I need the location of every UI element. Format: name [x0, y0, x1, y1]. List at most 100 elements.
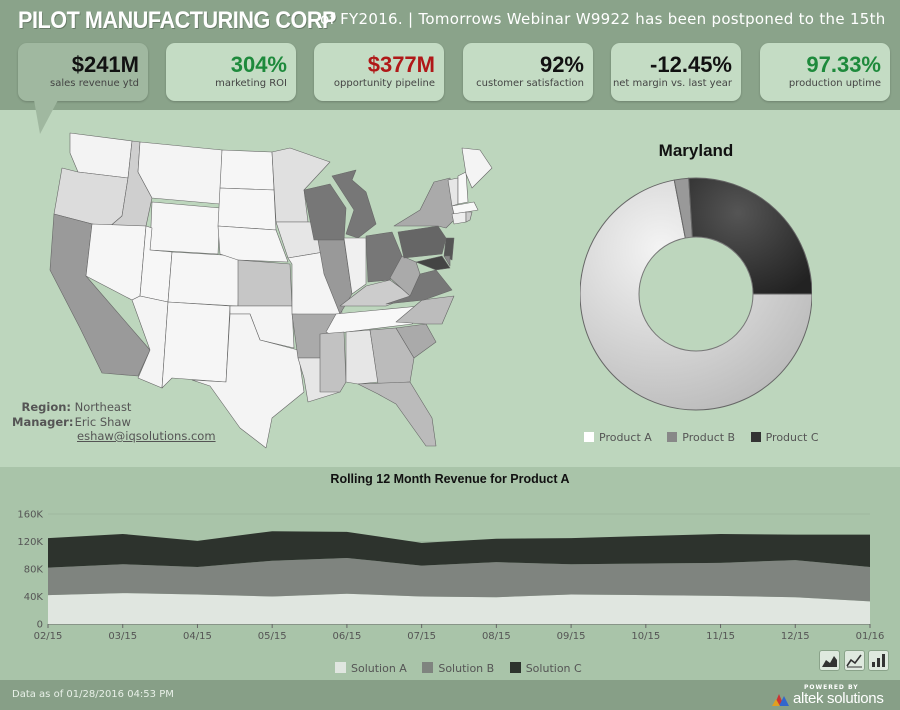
- y-tick-label: 160K: [17, 510, 43, 521]
- state-ny[interactable]: [393, 177, 457, 229]
- line-chart-icon: [846, 654, 862, 668]
- state-co[interactable]: [167, 251, 241, 307]
- kpi-production-uptime[interactable]: 97.33% production uptime: [760, 43, 890, 101]
- x-tick-label: 03/15: [108, 631, 137, 642]
- kpi-marketing-roi[interactable]: 304% marketing ROI: [166, 43, 296, 101]
- state-nh[interactable]: [457, 171, 469, 205]
- legend-label: Solution A: [351, 662, 407, 675]
- state-de[interactable]: [443, 255, 451, 267]
- x-tick-label: 11/15: [706, 631, 735, 642]
- altek-logo-mark: [772, 694, 789, 706]
- state-sc[interactable]: [395, 323, 437, 359]
- altek-logo-text: altek solutions: [793, 690, 884, 707]
- legend-label: Product A: [599, 431, 652, 444]
- legend-label: Solution B: [438, 662, 495, 675]
- legend-swatch: [584, 432, 594, 442]
- legend-label: Product C: [765, 431, 819, 444]
- donut-hole: [638, 236, 754, 352]
- kpi-value: $241M: [71, 52, 139, 77]
- pie-legend: Product A Product B Product C: [584, 431, 831, 444]
- product-donut-chart[interactable]: [580, 173, 812, 415]
- legend-item-solution-a[interactable]: Solution A: [335, 662, 407, 675]
- state-wi[interactable]: [303, 183, 347, 241]
- header-bar: [0, 0, 900, 110]
- kpi-selection-pointer: [34, 100, 58, 134]
- x-tick-label: 05/15: [258, 631, 287, 642]
- state-ri[interactable]: [465, 211, 473, 223]
- kpi-value: 304%: [230, 52, 287, 77]
- revenue-chart-title: Rolling 12 Month Revenue for Product A: [330, 472, 570, 486]
- state-wy[interactable]: [149, 201, 221, 255]
- state-fl[interactable]: [357, 381, 437, 447]
- state-wv[interactable]: [389, 255, 421, 297]
- x-tick-label: 01/16: [856, 631, 885, 642]
- state-md[interactable]: [415, 255, 451, 271]
- kpi-value: 92%: [539, 52, 584, 77]
- kpi-net-margin[interactable]: -12.45% net margin vs. last year: [611, 43, 741, 101]
- y-tick-label: 120K: [17, 537, 43, 548]
- area-series-solution-c[interactable]: [48, 531, 870, 568]
- bar-chart-type-button[interactable]: [868, 650, 889, 671]
- brand-title: PILOT MANUFACTURING CORP: [18, 7, 336, 34]
- revenue-area-chart[interactable]: 0 40K 80K 120K 160K 02/15 03/15 04/15 05/15 06/1…: [0, 500, 900, 650]
- x-tick-label: 08/15: [482, 631, 511, 642]
- area-chart-icon: [822, 656, 837, 667]
- region-value: Northeast: [74, 400, 132, 414]
- kpi-label: customer satisfaction: [476, 78, 584, 89]
- legend-item-solution-c[interactable]: Solution C: [509, 662, 582, 675]
- kpi-opportunity-pipeline[interactable]: $377M opportunity pipeline: [314, 43, 444, 101]
- manager-email-link[interactable]: eshaw@iqsolutions.com: [77, 429, 216, 443]
- data-as-of: Data as of 01/28/2016 04:53 PM: [12, 689, 174, 700]
- usa-states-map[interactable]: [40, 128, 520, 458]
- legend-swatch: [335, 662, 346, 673]
- legend-item-product-a[interactable]: Product A: [584, 431, 652, 444]
- x-tick-label: 12/15: [781, 631, 810, 642]
- state-tx[interactable]: [191, 313, 305, 449]
- legend-item-product-b[interactable]: Product B: [667, 431, 735, 444]
- x-tick-label: 09/15: [557, 631, 586, 642]
- state-nd[interactable]: [219, 149, 275, 191]
- state-ne[interactable]: [217, 225, 289, 263]
- legend-label: Product B: [682, 431, 736, 444]
- x-tick-label: 02/15: [34, 631, 63, 642]
- x-tick-label: 06/15: [332, 631, 361, 642]
- kpi-label: opportunity pipeline: [333, 78, 435, 89]
- bar-chart-icon: [872, 654, 885, 667]
- kpi-label: marketing ROI: [215, 78, 287, 89]
- state-sd[interactable]: [217, 187, 277, 231]
- legend-item-solution-b[interactable]: Solution B: [422, 662, 494, 675]
- kpi-label: net margin vs. last year: [612, 78, 732, 89]
- legend-swatch: [667, 432, 678, 442]
- legend-label: Solution C: [525, 662, 582, 675]
- kpi-sales-revenue[interactable]: $241M sales revenue ytd: [18, 43, 148, 101]
- kpi-customer-satisfaction[interactable]: 92% customer satisfaction: [463, 43, 593, 101]
- state-in[interactable]: [343, 237, 367, 295]
- line-chart-type-button[interactable]: [844, 650, 865, 671]
- area-chart-type-button[interactable]: [819, 650, 840, 671]
- state-ms[interactable]: [319, 331, 347, 393]
- state-nj[interactable]: [443, 237, 455, 261]
- pie-title: Maryland: [658, 141, 734, 160]
- legend-swatch: [422, 662, 434, 673]
- state-wa[interactable]: [69, 132, 133, 179]
- y-tick-label: 80K: [24, 565, 44, 576]
- kpi-value: 97.33%: [806, 52, 881, 77]
- state-mt[interactable]: [137, 141, 223, 205]
- state-nc[interactable]: [395, 295, 455, 325]
- y-tick-label: 0: [37, 620, 43, 631]
- state-pa[interactable]: [397, 225, 447, 259]
- state-al[interactable]: [345, 329, 379, 385]
- state-mi[interactable]: [331, 169, 377, 239]
- footer-bar: [0, 680, 900, 710]
- legend-item-product-c[interactable]: Product C: [750, 431, 819, 444]
- state-nm[interactable]: [161, 301, 231, 389]
- area-series-solution-b[interactable]: [48, 558, 870, 602]
- state-ks[interactable]: [237, 259, 293, 307]
- state-ct[interactable]: [451, 211, 467, 225]
- state-ma[interactable]: [451, 201, 479, 215]
- state-me[interactable]: [461, 147, 493, 189]
- area-series-solution-a[interactable]: [48, 593, 870, 624]
- state-ga[interactable]: [369, 327, 415, 385]
- x-tick-label: 07/15: [407, 631, 436, 642]
- kpi-label: sales revenue ytd: [50, 78, 139, 89]
